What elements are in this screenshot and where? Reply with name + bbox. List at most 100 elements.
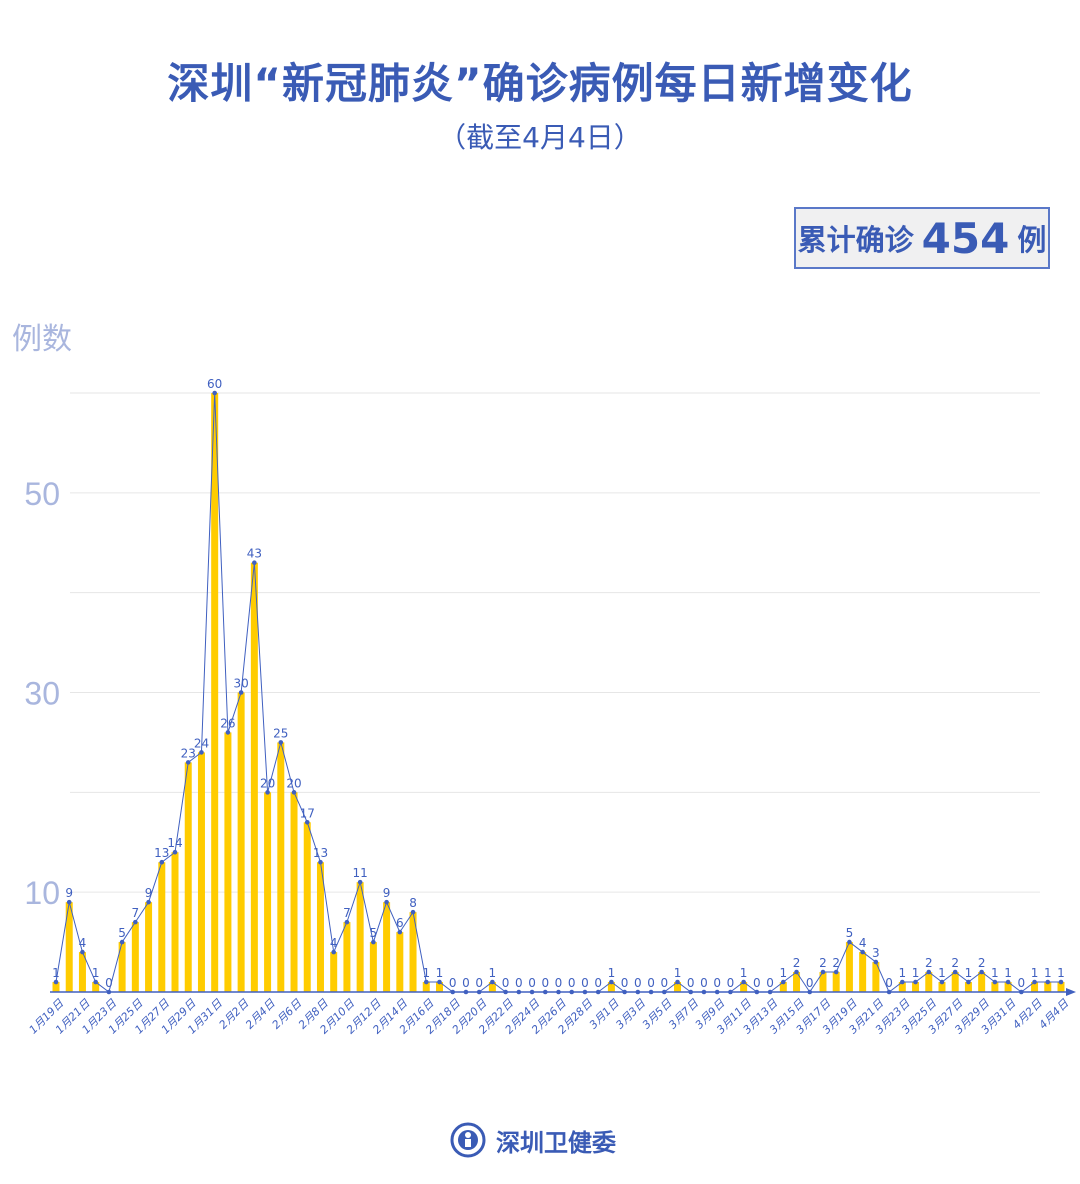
bar (793, 972, 801, 992)
data-label: 0 (687, 976, 695, 990)
data-label: 0 (660, 976, 668, 990)
data-label: 14 (167, 836, 182, 850)
chart: 1030501941057913142324602630432025201713… (24, 377, 1076, 1037)
bar (237, 692, 245, 992)
bar (779, 982, 787, 992)
data-label: 5 (846, 926, 854, 940)
data-point (635, 989, 641, 995)
data-label: 0 (885, 976, 893, 990)
data-label: 0 (806, 976, 814, 990)
data-point (291, 790, 297, 795)
bar (978, 972, 986, 992)
data-label: 0 (105, 976, 113, 990)
data-label: 0 (541, 976, 549, 990)
data-label: 4 (330, 936, 338, 950)
data-point (609, 979, 614, 985)
data-label: 0 (449, 976, 457, 990)
data-point (1058, 979, 1064, 985)
data-point (331, 949, 336, 955)
data-point (542, 989, 548, 995)
y-tick-label: 30 (24, 676, 60, 712)
bar (845, 942, 853, 992)
data-point (252, 560, 257, 566)
data-label: 7 (343, 906, 351, 920)
data-point (1045, 979, 1051, 985)
data-point (503, 989, 508, 995)
data-label: 4 (859, 936, 867, 950)
data-point (450, 989, 456, 995)
chart-title: 深圳“新冠肺炎”确诊病例每日新增变化 (167, 59, 913, 108)
bar (78, 952, 86, 992)
bar (277, 742, 285, 992)
data-label: 0 (727, 976, 735, 990)
bar (316, 862, 324, 992)
data-point (53, 979, 59, 985)
health-commission-logo-icon (450, 1122, 486, 1158)
data-label: 6 (396, 916, 404, 930)
data-point (344, 919, 350, 925)
data-point (661, 989, 667, 995)
data-label: 24 (194, 736, 209, 750)
bar (131, 922, 139, 992)
data-label: 0 (594, 976, 602, 990)
data-point (913, 979, 918, 985)
bar (1031, 982, 1039, 992)
data-point (886, 989, 892, 995)
data-point (410, 909, 416, 915)
total-value: 454 (921, 213, 1010, 263)
data-point (979, 969, 984, 975)
data-point (304, 819, 310, 825)
data-label: 13 (154, 846, 169, 860)
data-point (781, 979, 786, 985)
data-label: 4 (79, 936, 87, 950)
bar (991, 982, 999, 992)
data-point (754, 989, 760, 995)
data-point (159, 859, 165, 865)
bar (290, 792, 298, 992)
bar (158, 862, 166, 992)
data-point (701, 989, 707, 995)
bar (1057, 982, 1065, 992)
bar (1004, 982, 1012, 992)
data-label: 60 (207, 377, 222, 391)
bar (369, 942, 377, 992)
data-label: 1 (938, 966, 946, 980)
data-point (318, 859, 323, 865)
bar (92, 982, 100, 992)
data-point (371, 939, 376, 945)
data-point (212, 390, 217, 396)
data-label: 13 (313, 846, 328, 860)
bar (607, 982, 615, 992)
data-point (66, 899, 72, 905)
data-label: 26 (220, 716, 235, 730)
data-point (952, 969, 958, 975)
bar (951, 972, 959, 992)
data-point (199, 750, 204, 755)
data-label: 5 (118, 926, 126, 940)
data-point (688, 989, 694, 995)
data-label: 2 (793, 956, 801, 970)
footer: 深圳卫健委 (450, 1122, 616, 1158)
data-label: 1 (92, 966, 100, 980)
data-point (397, 929, 403, 935)
data-label: 0 (555, 976, 563, 990)
bar (422, 982, 430, 992)
data-point (476, 989, 482, 995)
bar (859, 952, 867, 992)
data-label: 0 (700, 976, 708, 990)
data-label: 1 (991, 966, 999, 980)
data-point (728, 989, 733, 995)
bar (343, 922, 351, 992)
data-label: 0 (621, 976, 629, 990)
data-point (1032, 979, 1037, 985)
data-label: 1 (608, 966, 616, 980)
bar (872, 962, 880, 992)
data-label: 0 (475, 976, 483, 990)
bar (330, 952, 338, 992)
data-point (556, 989, 561, 995)
data-label: 25 (273, 726, 288, 740)
x-tick-label: 4月4日 (1036, 996, 1071, 1031)
data-label: 0 (634, 976, 642, 990)
data-point (463, 989, 469, 995)
data-point (423, 979, 429, 985)
